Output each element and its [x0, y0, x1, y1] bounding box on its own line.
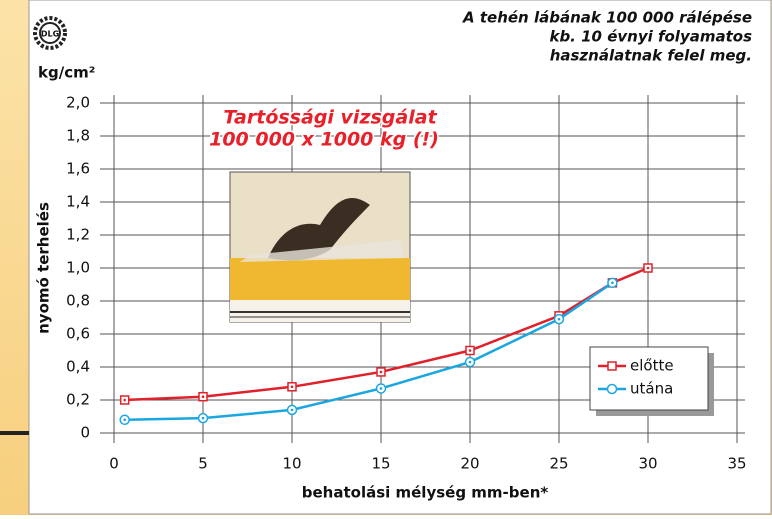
x-tick-label: 35 — [727, 455, 746, 473]
x-tick-label: 5 — [198, 455, 208, 473]
x-tick-label: 25 — [549, 455, 568, 473]
marker-dot — [558, 318, 561, 321]
y-tick-label: 0,2 — [66, 391, 90, 409]
y-tick-label: 1,2 — [66, 226, 90, 244]
marker-dot — [202, 417, 205, 420]
unit: kg/cm² — [38, 64, 95, 82]
marker-dot — [380, 387, 383, 390]
logo-text: DLG — [41, 30, 59, 39]
title-line: A tehén lábának 100 000 rálépése — [462, 9, 752, 27]
legend: előtte utána — [590, 347, 714, 416]
marker-dot — [123, 419, 126, 422]
title-line: használatnak felel meg. — [550, 47, 752, 65]
annotation: 100 000 x 1000 kg (!) — [209, 129, 439, 151]
x-tick-label: 15 — [371, 455, 390, 473]
y-tick-label: 0,6 — [66, 325, 90, 343]
legend-label: utána — [630, 380, 673, 398]
marker-dot — [469, 349, 472, 352]
marker-dot — [380, 371, 383, 374]
y-tick-label: 1,0 — [66, 259, 90, 277]
y-tick-label: 0 — [80, 424, 90, 442]
legend-label: előtte — [630, 357, 674, 375]
photo — [230, 172, 410, 322]
y-axis-label: nyomó terhelés — [35, 202, 53, 334]
marker-dot — [123, 399, 126, 402]
x-axis-label: behatolási mélység mm-ben* — [302, 484, 549, 502]
legend-marker — [608, 362, 616, 370]
legend-marker — [608, 385, 617, 394]
x-tick-label: 0 — [109, 455, 119, 473]
y-tick-label: 0,8 — [66, 292, 90, 310]
marker-dot — [611, 282, 614, 285]
x-tick-label: 20 — [460, 455, 479, 473]
marker-dot — [291, 386, 294, 389]
y-tick-label: 2,0 — [66, 94, 90, 112]
y-tick-label: 1,6 — [66, 160, 90, 178]
x-tick-label: 10 — [282, 455, 301, 473]
chart: DLG kg/cm² A tehén lábának 100 000 rálép… — [0, 0, 772, 515]
marker-dot — [469, 361, 472, 364]
marker-dot — [291, 409, 294, 412]
title-line: kb. 10 évnyi folyamatos — [549, 28, 752, 46]
y-tick-label: 0,4 — [66, 358, 90, 376]
y-tick-label: 1,4 — [66, 193, 90, 211]
annotation: Tartóssági vizsgálat — [223, 107, 437, 129]
y-tick-label: 1,8 — [66, 127, 90, 145]
marker-dot — [647, 267, 650, 270]
x-tick-label: 30 — [638, 455, 657, 473]
marker-dot — [202, 395, 205, 398]
